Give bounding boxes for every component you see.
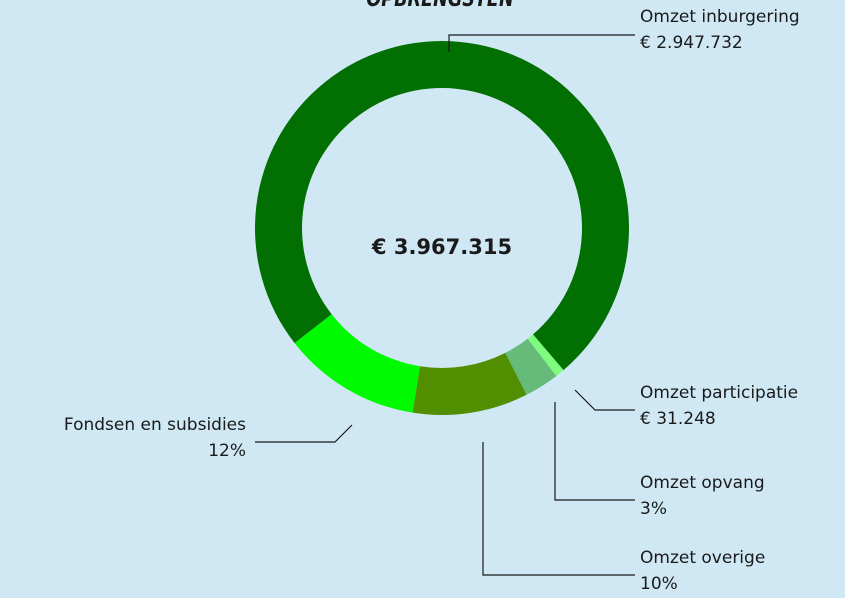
chart-title: OPBRENGSTEN — [366, 0, 514, 12]
segment-label: Fondsen en subsidies — [64, 415, 246, 435]
segment-value-label: 3% — [640, 499, 667, 519]
leader-line — [255, 424, 353, 443]
segment-value-label: € 31.248 — [640, 409, 716, 429]
segment-label: Omzet participatie — [640, 383, 798, 403]
segment-label: Omzet inburgering — [640, 7, 800, 27]
donut-segment — [412, 352, 527, 415]
segment-label: Omzet opvang — [640, 473, 765, 493]
donut-segment — [254, 41, 629, 371]
segment-value-label: 10% — [640, 574, 678, 594]
leader-line — [574, 389, 635, 411]
segment-label: Omzet overige — [640, 548, 765, 568]
donut-segment — [505, 338, 557, 395]
segment-value-label: 12% — [208, 441, 246, 461]
leader-line — [482, 442, 635, 576]
segment-value-label: € 2.947.732 — [640, 33, 743, 53]
leader-line — [554, 402, 635, 501]
leader-line — [448, 34, 635, 52]
center-label: € 3.967.315 — [371, 235, 512, 259]
donut-segment — [527, 334, 564, 376]
donut-segment — [294, 314, 420, 413]
